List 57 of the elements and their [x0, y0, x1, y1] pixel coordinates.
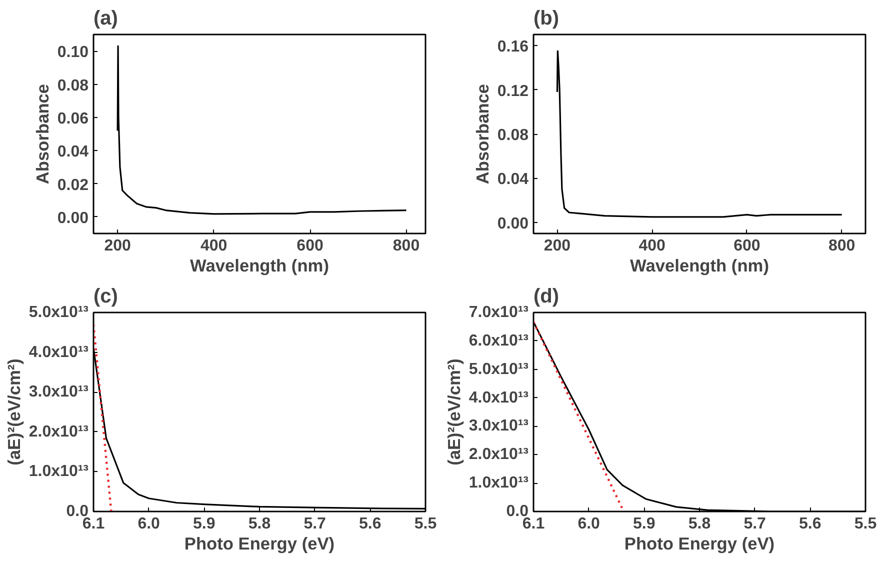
x-tick-label: 5.8 [688, 516, 711, 532]
x-tick-label: 5.6 [799, 516, 822, 532]
x-tick-label: 200 [104, 238, 132, 254]
y-tick-label: 0.08 [497, 127, 529, 144]
y-tick-label: 7.0x10¹³ [468, 304, 528, 321]
y-tick-label: 0.16 [497, 38, 529, 56]
x-tick-label: 5.7 [304, 516, 326, 532]
y-tick-label: 0.00 [497, 215, 529, 232]
x-tick-label: 600 [296, 238, 324, 254]
y-tick-label: 2.0x10¹³ [28, 423, 88, 440]
y-tick-label: 0.12 [497, 82, 529, 100]
y-tick-label: 4.0x10¹³ [468, 389, 528, 406]
y-tick-label: 3.0x10¹³ [28, 384, 88, 401]
x-tick-label: 5.7 [744, 516, 766, 532]
x-tick-label: 400 [638, 238, 666, 254]
y-tick-label: 0.04 [497, 171, 529, 188]
y-tick-label: 6.0x10¹³ [468, 332, 528, 350]
y-tick-label: 5.0x10¹³ [28, 304, 88, 321]
chart-title: (b) [534, 8, 560, 30]
x-axis-title: Photo Energy (eV) [624, 534, 775, 554]
y-tick-label: 4.0x10¹³ [28, 344, 88, 361]
x-tick-label: 600 [734, 238, 760, 254]
x-tick-label: 5.5 [854, 516, 877, 532]
chart-title: (d) [534, 286, 560, 308]
y-tick-label: 0.04 [57, 144, 89, 161]
y-tick-label: 0.00 [57, 210, 89, 227]
y-tick-label: 0.08 [57, 77, 89, 94]
x-tick-label: 200 [544, 238, 571, 254]
x-tick-label: 800 [828, 238, 856, 254]
x-tick-label: 5.5 [414, 516, 437, 532]
x-tick-label: 6.1 [522, 516, 545, 532]
y-tick-label: 0.06 [57, 110, 89, 128]
x-tick-label: 400 [200, 238, 228, 254]
y-axis-title: Absorbance [472, 84, 492, 184]
x-tick-label: 5.6 [359, 516, 382, 532]
x-axis-title: Photo Energy (eV) [184, 534, 335, 554]
y-tick-label: 1.0x10¹³ [468, 474, 528, 492]
y-tick-label: 2.0x10¹³ [468, 446, 528, 464]
x-axis-title: Wavelength (nm) [190, 256, 329, 276]
y-axis-title: (aE)²(eV/cm²) [444, 358, 464, 466]
x-tick-label: 800 [392, 238, 420, 254]
y-tick-label: 1.0x10¹³ [28, 463, 88, 480]
y-axis-title: (aE)²(eV/cm²) [4, 358, 24, 466]
y-axis-title: Absorbance [32, 84, 52, 184]
chart-title: (c) [94, 286, 118, 308]
y-tick-label: 0.02 [57, 176, 89, 194]
y-tick-label: 5.0x10¹³ [468, 360, 528, 378]
x-tick-label: 5.9 [633, 516, 656, 532]
x-tick-label: 6.0 [578, 516, 600, 532]
x-tick-label: 6.1 [82, 516, 105, 532]
y-tick-label: 3.0x10¹³ [468, 418, 528, 435]
y-tick-label: 0.10 [57, 44, 89, 62]
x-axis-title: Wavelength (nm) [630, 256, 769, 276]
x-tick-label: 5.9 [193, 516, 216, 532]
x-tick-label: 5.8 [248, 516, 271, 532]
x-tick-label: 6.0 [138, 516, 160, 532]
chart-title: (a) [94, 8, 118, 30]
